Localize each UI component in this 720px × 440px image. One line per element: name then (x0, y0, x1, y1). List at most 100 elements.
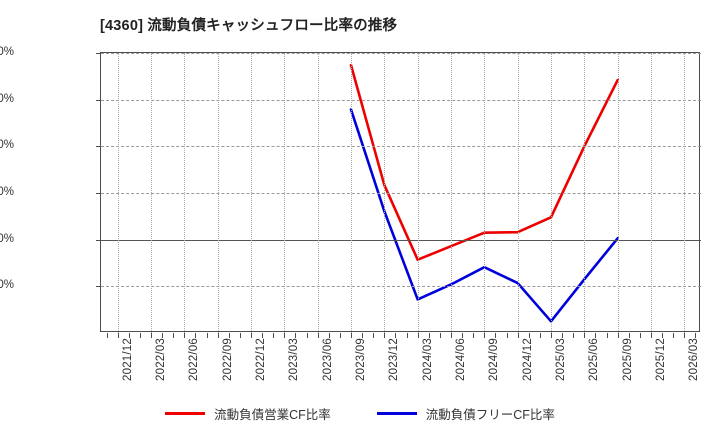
x-gridline (384, 53, 386, 333)
x-axis-tick-label: 2024/09 (488, 338, 501, 381)
x-tick-mark (239, 333, 241, 338)
x-tick-mark (151, 333, 152, 338)
x-axis-tick-label: 2025/03 (555, 338, 567, 381)
x-tick-mark (584, 333, 586, 338)
x-axis-tick-label: 2025/09 (621, 338, 634, 381)
x-axis-tick-label: 2023/09 (355, 338, 367, 381)
x-tick-mark (439, 333, 441, 338)
x-tick-mark (495, 333, 497, 338)
x-axis-tick-label: 2022/06 (188, 338, 201, 381)
x-tick-mark (451, 333, 452, 338)
x-gridline (517, 53, 519, 333)
x-gridline (584, 53, 586, 333)
x-tick-mark (262, 333, 264, 338)
x-tick-mark (162, 333, 164, 338)
x-tick-mark (617, 333, 619, 338)
x-gridline (317, 53, 319, 333)
x-tick-mark (528, 333, 530, 338)
x-axis-tick-label: 2025/12 (655, 338, 667, 381)
x-tick-mark (284, 333, 286, 338)
x-gridline (484, 53, 486, 333)
x-tick-mark (639, 333, 641, 338)
x-tick-mark (428, 333, 430, 338)
x-tick-mark (228, 333, 230, 338)
x-tick-mark (339, 333, 341, 338)
x-gridline (117, 53, 119, 333)
y-gridline (101, 53, 701, 54)
x-tick-mark (184, 333, 186, 338)
x-gridline (617, 53, 619, 333)
x-gridline (151, 53, 152, 333)
x-tick-mark (595, 333, 597, 338)
x-tick-mark (662, 333, 664, 338)
x-tick-mark (539, 333, 541, 338)
chart-title: [4360] 流動負債キャッシュフロー比率の推移 (100, 18, 398, 34)
y-gridline (101, 193, 701, 194)
x-tick-mark (117, 333, 119, 338)
legend-label: 流動負債営業CF比率 (214, 408, 331, 422)
x-tick-mark (317, 333, 319, 338)
legend-item[interactable]: 流動負債営業CF比率 (165, 404, 331, 423)
x-tick-mark (306, 333, 308, 338)
x-axis-tick-label: 2024/12 (521, 338, 534, 381)
x-axis-tick-label: 2022/09 (221, 338, 234, 381)
y-gridline (101, 286, 701, 288)
chart-legend: 流動負債営業CF比率 流動負債フリーCF比率 (0, 404, 720, 423)
x-gridline (217, 53, 219, 333)
x-tick-mark (251, 333, 252, 338)
x-tick-mark (473, 333, 475, 338)
x-gridline (251, 53, 252, 333)
x-tick-mark (351, 333, 352, 338)
x-tick-mark (462, 333, 464, 338)
x-tick-mark (384, 333, 386, 338)
y-tick-mark (96, 99, 101, 101)
y-axis-tick-label: -10.0% (0, 279, 14, 292)
y-tick-mark (96, 146, 101, 148)
x-tick-mark (328, 333, 330, 338)
y-axis-tick-label: 40.0% (0, 46, 14, 58)
x-axis-tick-label: 2024/03 (421, 338, 434, 381)
x-tick-mark (628, 333, 630, 338)
x-axis-tick-label: 2026/03 (688, 338, 701, 381)
x-tick-mark (651, 333, 652, 338)
legend-item[interactable]: 流動負債フリーCF比率 (376, 404, 555, 423)
legend-color-swatch (376, 412, 417, 415)
x-axis-tick-label: 2023/12 (388, 338, 401, 381)
x-tick-mark (139, 333, 141, 338)
x-axis-tick-label: 2022/03 (155, 338, 167, 381)
x-tick-mark (695, 333, 697, 338)
x-axis-tick-label: 2024/06 (455, 338, 467, 381)
x-tick-mark (417, 333, 419, 338)
x-tick-mark (362, 333, 364, 338)
x-tick-mark (606, 333, 608, 338)
x-tick-mark (217, 333, 219, 338)
x-axis-tick-label: 2021/12 (121, 338, 134, 381)
x-gridline (284, 53, 286, 333)
x-tick-mark (673, 333, 675, 338)
x-tick-mark (573, 333, 575, 338)
x-gridline (351, 53, 352, 333)
x-axis-tick-label: 2025/06 (588, 338, 601, 381)
y-tick-mark (96, 193, 101, 194)
y-axis-tick-label: 20.0% (0, 139, 14, 152)
x-tick-mark (128, 333, 130, 338)
y-axis-tick-label: 30.0% (0, 92, 14, 105)
y-axis-tick-label: 10.0% (0, 186, 14, 198)
y-tick-mark (96, 286, 101, 288)
y-tick-mark (96, 53, 101, 54)
x-axis-tick-label: 2022/12 (255, 338, 267, 381)
x-tick-mark (484, 333, 486, 338)
y-tick-mark (96, 239, 101, 241)
x-tick-mark (206, 333, 208, 338)
x-gridline (451, 53, 452, 333)
x-gridline (417, 53, 419, 333)
x-gridline (184, 53, 186, 333)
x-axis-tick-label: 2023/03 (288, 338, 301, 381)
x-tick-mark (373, 333, 375, 338)
y-gridline (101, 146, 701, 148)
x-gridline (551, 53, 552, 333)
x-axis-tick-label: 2023/06 (321, 338, 334, 381)
y-gridline (101, 239, 701, 241)
x-tick-mark (562, 333, 564, 338)
